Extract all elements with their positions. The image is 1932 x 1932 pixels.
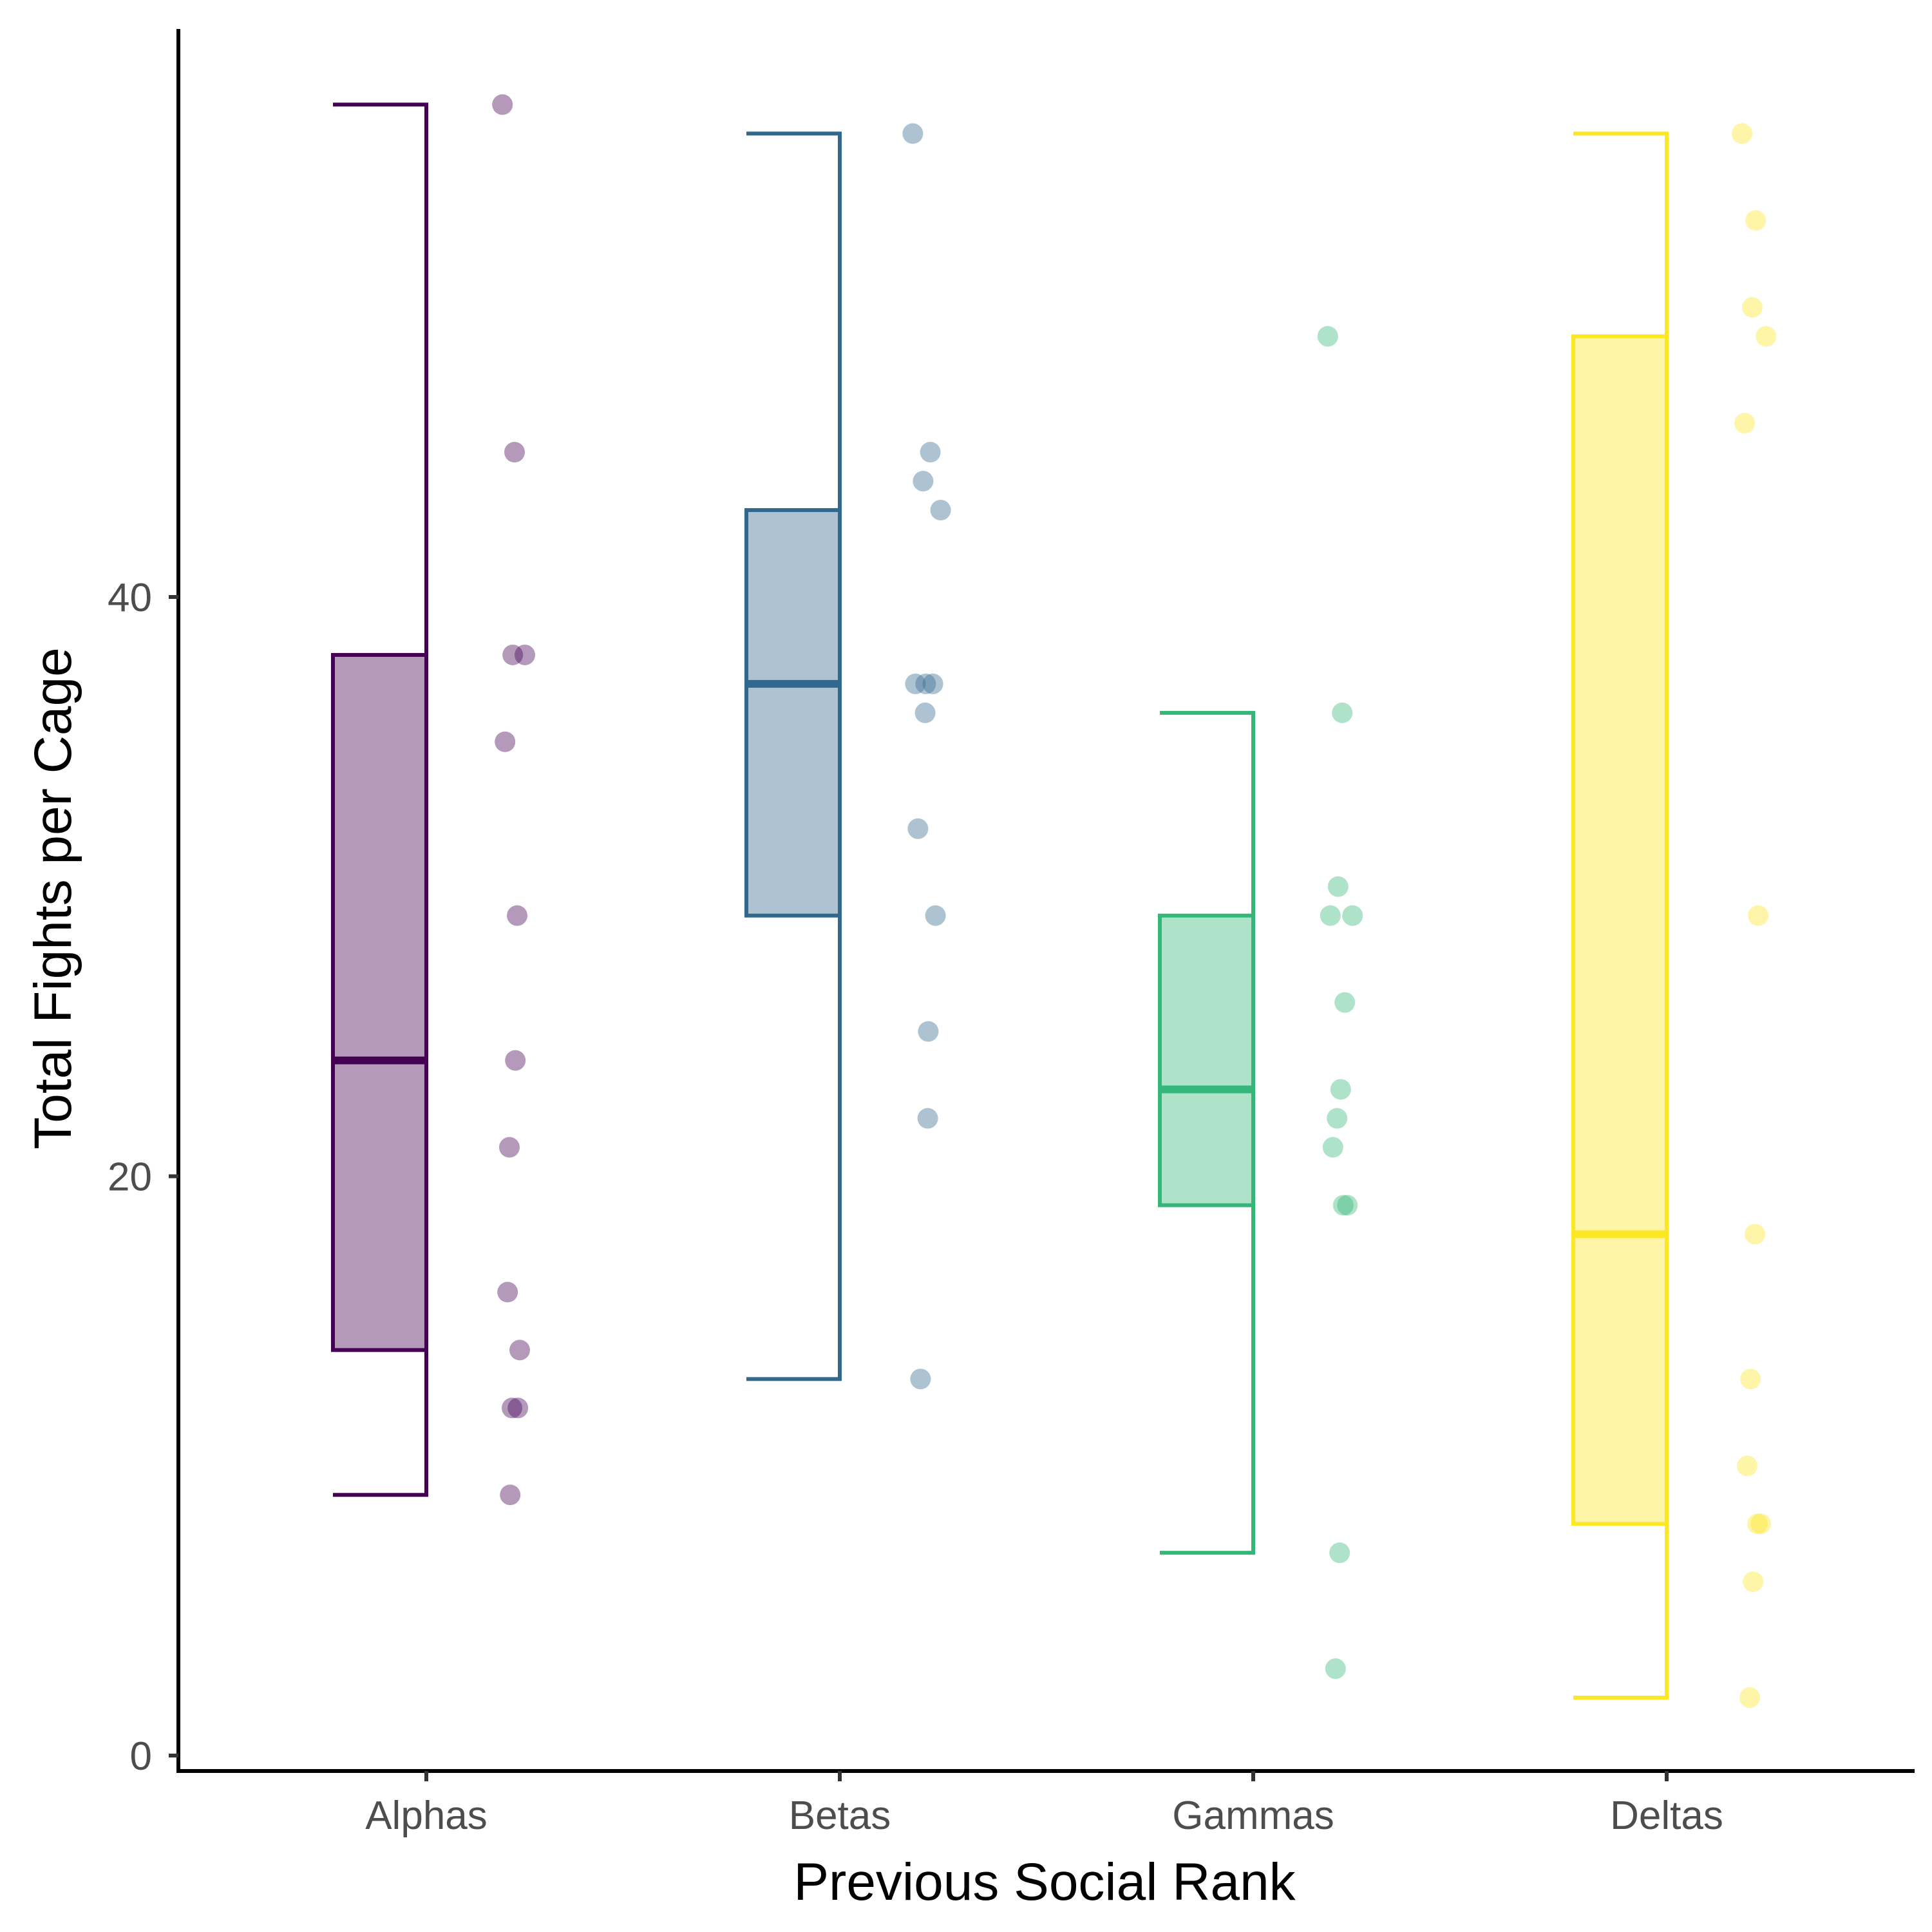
data-point: [902, 123, 923, 144]
box-body: [744, 508, 842, 918]
ticks-layer: 0 20 40 Alphas Betas Gammas Deltas: [108, 576, 1723, 1838]
box-deltas: [1571, 131, 1669, 1700]
data-point: [1320, 905, 1341, 926]
data-point: [1743, 1571, 1764, 1593]
data-point: [920, 442, 941, 463]
data-point: [1325, 1658, 1346, 1680]
data-point: [1329, 1542, 1350, 1564]
data-point: [505, 1050, 526, 1071]
box-betas: [744, 131, 842, 1381]
data-point: [1327, 1108, 1348, 1129]
data-point: [499, 1137, 520, 1158]
boxes-layer: [331, 102, 1669, 1700]
box-body: [331, 652, 428, 1352]
points-deltas: [1732, 123, 1777, 1709]
data-point: [1334, 992, 1356, 1013]
data-point: [502, 1397, 522, 1419]
data-point: [1342, 905, 1363, 926]
data-point: [495, 731, 516, 752]
data-point: [497, 1282, 518, 1303]
data-point: [1317, 326, 1338, 347]
data-point: [914, 702, 936, 723]
data-point: [507, 905, 527, 926]
axes-layer: [176, 29, 1915, 1773]
data-point: [1748, 905, 1769, 926]
data-point: [913, 471, 934, 492]
x-tick-label: Gammas: [1172, 1794, 1334, 1838]
data-point: [504, 442, 525, 463]
data-point: [1332, 702, 1353, 723]
box-body: [1571, 334, 1669, 1526]
data-point: [1337, 1195, 1358, 1216]
data-point: [507, 1397, 529, 1419]
data-point: [1332, 1195, 1354, 1216]
y-tick-label: 20: [108, 1155, 152, 1200]
x-tick-label: Betas: [789, 1794, 891, 1838]
data-point: [1732, 123, 1752, 144]
data-point: [922, 673, 943, 694]
box-body: [1158, 913, 1255, 1208]
x-tick-label: Deltas: [1610, 1794, 1723, 1838]
y-tick-label: 40: [108, 576, 152, 620]
data-point: [515, 644, 535, 665]
x-axis-title: Previous Social Rank: [793, 1853, 1296, 1911]
data-point: [1322, 1137, 1343, 1158]
y-tick-label: 0: [130, 1734, 152, 1779]
data-point: [905, 673, 926, 694]
data-point: [1739, 1687, 1760, 1709]
data-point: [1745, 1224, 1765, 1245]
data-point: [1747, 1513, 1768, 1535]
data-point: [492, 94, 513, 115]
data-point: [1734, 413, 1755, 434]
data-point: [907, 818, 929, 839]
x-tick-label: Alphas: [365, 1794, 488, 1838]
data-point: [1742, 297, 1763, 318]
data-point: [930, 500, 951, 521]
data-point: [910, 1368, 931, 1390]
data-point: [1327, 876, 1349, 897]
box-alphas: [331, 102, 428, 1497]
data-point: [502, 644, 524, 665]
data-point: [917, 1108, 938, 1129]
data-point: [1740, 1368, 1761, 1390]
data-point: [915, 673, 936, 694]
data-point: [925, 905, 946, 926]
data-point: [1750, 1513, 1772, 1535]
points-gammas: [1317, 326, 1363, 1680]
points-layer: [492, 94, 1777, 1709]
data-point: [500, 1484, 521, 1506]
points-alphas: [492, 94, 535, 1506]
data-point: [509, 1340, 530, 1361]
y-axis-title: Total Fights per Cage: [24, 647, 82, 1149]
data-point: [1745, 210, 1766, 231]
points-betas: [902, 123, 951, 1390]
data-point: [1737, 1455, 1757, 1477]
data-point: [1756, 326, 1777, 347]
box-gammas: [1158, 710, 1255, 1555]
data-point: [918, 1021, 939, 1042]
data-point: [1330, 1079, 1351, 1100]
